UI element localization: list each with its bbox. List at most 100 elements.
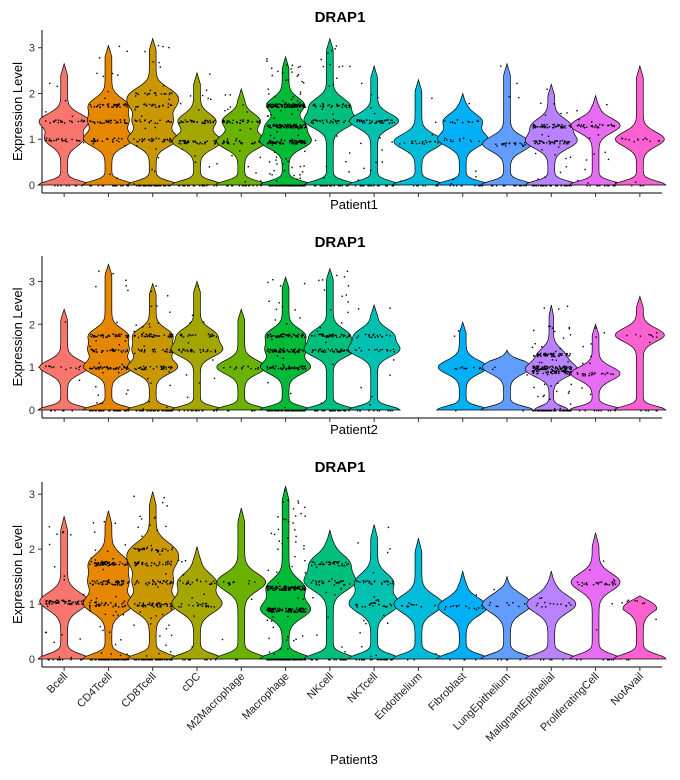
data-point <box>159 604 162 607</box>
data-point <box>287 587 290 590</box>
data-point <box>456 119 459 121</box>
data-point <box>389 603 391 605</box>
points-NKcell <box>310 45 351 187</box>
data-point <box>90 599 92 602</box>
data-point <box>600 410 602 412</box>
data-point <box>288 351 290 353</box>
data-point <box>95 659 97 661</box>
data-point <box>99 564 101 567</box>
data-point <box>226 142 228 144</box>
data-point <box>157 602 159 604</box>
data-point <box>272 616 274 618</box>
data-point <box>194 155 196 157</box>
data-point <box>195 141 197 144</box>
data-point <box>281 608 284 611</box>
data-point <box>116 659 119 661</box>
data-point <box>118 103 120 105</box>
data-point <box>304 572 307 574</box>
data-point <box>232 119 234 121</box>
data-point <box>322 334 324 336</box>
data-point <box>171 410 174 412</box>
data-point <box>209 121 212 123</box>
data-point <box>276 607 279 610</box>
data-point <box>112 350 114 352</box>
data-point <box>551 659 553 661</box>
data-point <box>190 121 193 123</box>
data-point <box>63 410 65 412</box>
data-point <box>58 119 60 121</box>
data-point <box>154 659 157 661</box>
data-point <box>546 366 549 368</box>
data-point <box>100 365 102 368</box>
data-point <box>254 581 256 583</box>
data-point <box>117 580 119 582</box>
data-point <box>135 563 137 565</box>
data-point <box>544 352 546 355</box>
data-point <box>378 350 380 353</box>
data-point <box>75 367 77 370</box>
data-point <box>288 608 290 610</box>
data-point <box>165 563 167 566</box>
data-point <box>300 142 302 145</box>
data-point <box>166 348 168 351</box>
data-point <box>275 350 278 353</box>
data-point <box>585 582 588 584</box>
data-point <box>82 594 85 596</box>
data-point <box>545 371 547 373</box>
data-point <box>49 82 51 85</box>
data-point <box>545 606 547 608</box>
data-point <box>289 608 291 610</box>
data-point <box>368 334 370 336</box>
data-point <box>613 582 615 584</box>
data-point <box>113 410 115 412</box>
data-point <box>336 135 338 137</box>
data-point <box>535 604 538 607</box>
data-point <box>321 410 323 412</box>
data-point <box>594 372 596 374</box>
points-M2Macrophage <box>221 94 262 187</box>
data-point <box>268 410 270 412</box>
data-point <box>170 659 173 661</box>
data-point <box>551 359 554 361</box>
data-point <box>335 561 337 563</box>
data-point <box>247 365 249 368</box>
data-point <box>314 563 316 565</box>
data-point <box>303 165 305 167</box>
data-point <box>532 367 534 369</box>
data-point <box>543 383 546 386</box>
data-point <box>283 589 285 591</box>
data-point <box>180 333 183 336</box>
data-point <box>167 120 169 122</box>
data-point <box>247 119 249 122</box>
data-point <box>341 659 344 661</box>
data-point <box>192 140 194 142</box>
data-point <box>295 410 298 412</box>
data-point <box>239 140 241 142</box>
data-point <box>213 335 215 337</box>
data-point <box>226 138 229 140</box>
data-point <box>467 120 469 123</box>
data-point <box>281 105 283 108</box>
data-point <box>158 410 160 412</box>
data-point <box>143 365 145 368</box>
data-point <box>323 410 326 412</box>
data-point <box>127 581 130 583</box>
data-point <box>70 659 72 661</box>
data-point <box>282 163 284 165</box>
data-point <box>157 659 159 661</box>
data-point <box>281 336 283 338</box>
data-point <box>298 607 300 610</box>
data-point <box>302 124 304 126</box>
points-LungEpithelium <box>488 588 526 661</box>
data-point <box>197 285 199 287</box>
data-point <box>278 350 280 352</box>
data-point <box>284 587 287 590</box>
data-point <box>296 335 298 337</box>
data-point <box>656 336 658 338</box>
data-point <box>536 370 538 373</box>
data-point <box>189 322 191 324</box>
data-point <box>137 561 139 564</box>
data-point <box>54 185 56 187</box>
data-point <box>154 335 156 337</box>
